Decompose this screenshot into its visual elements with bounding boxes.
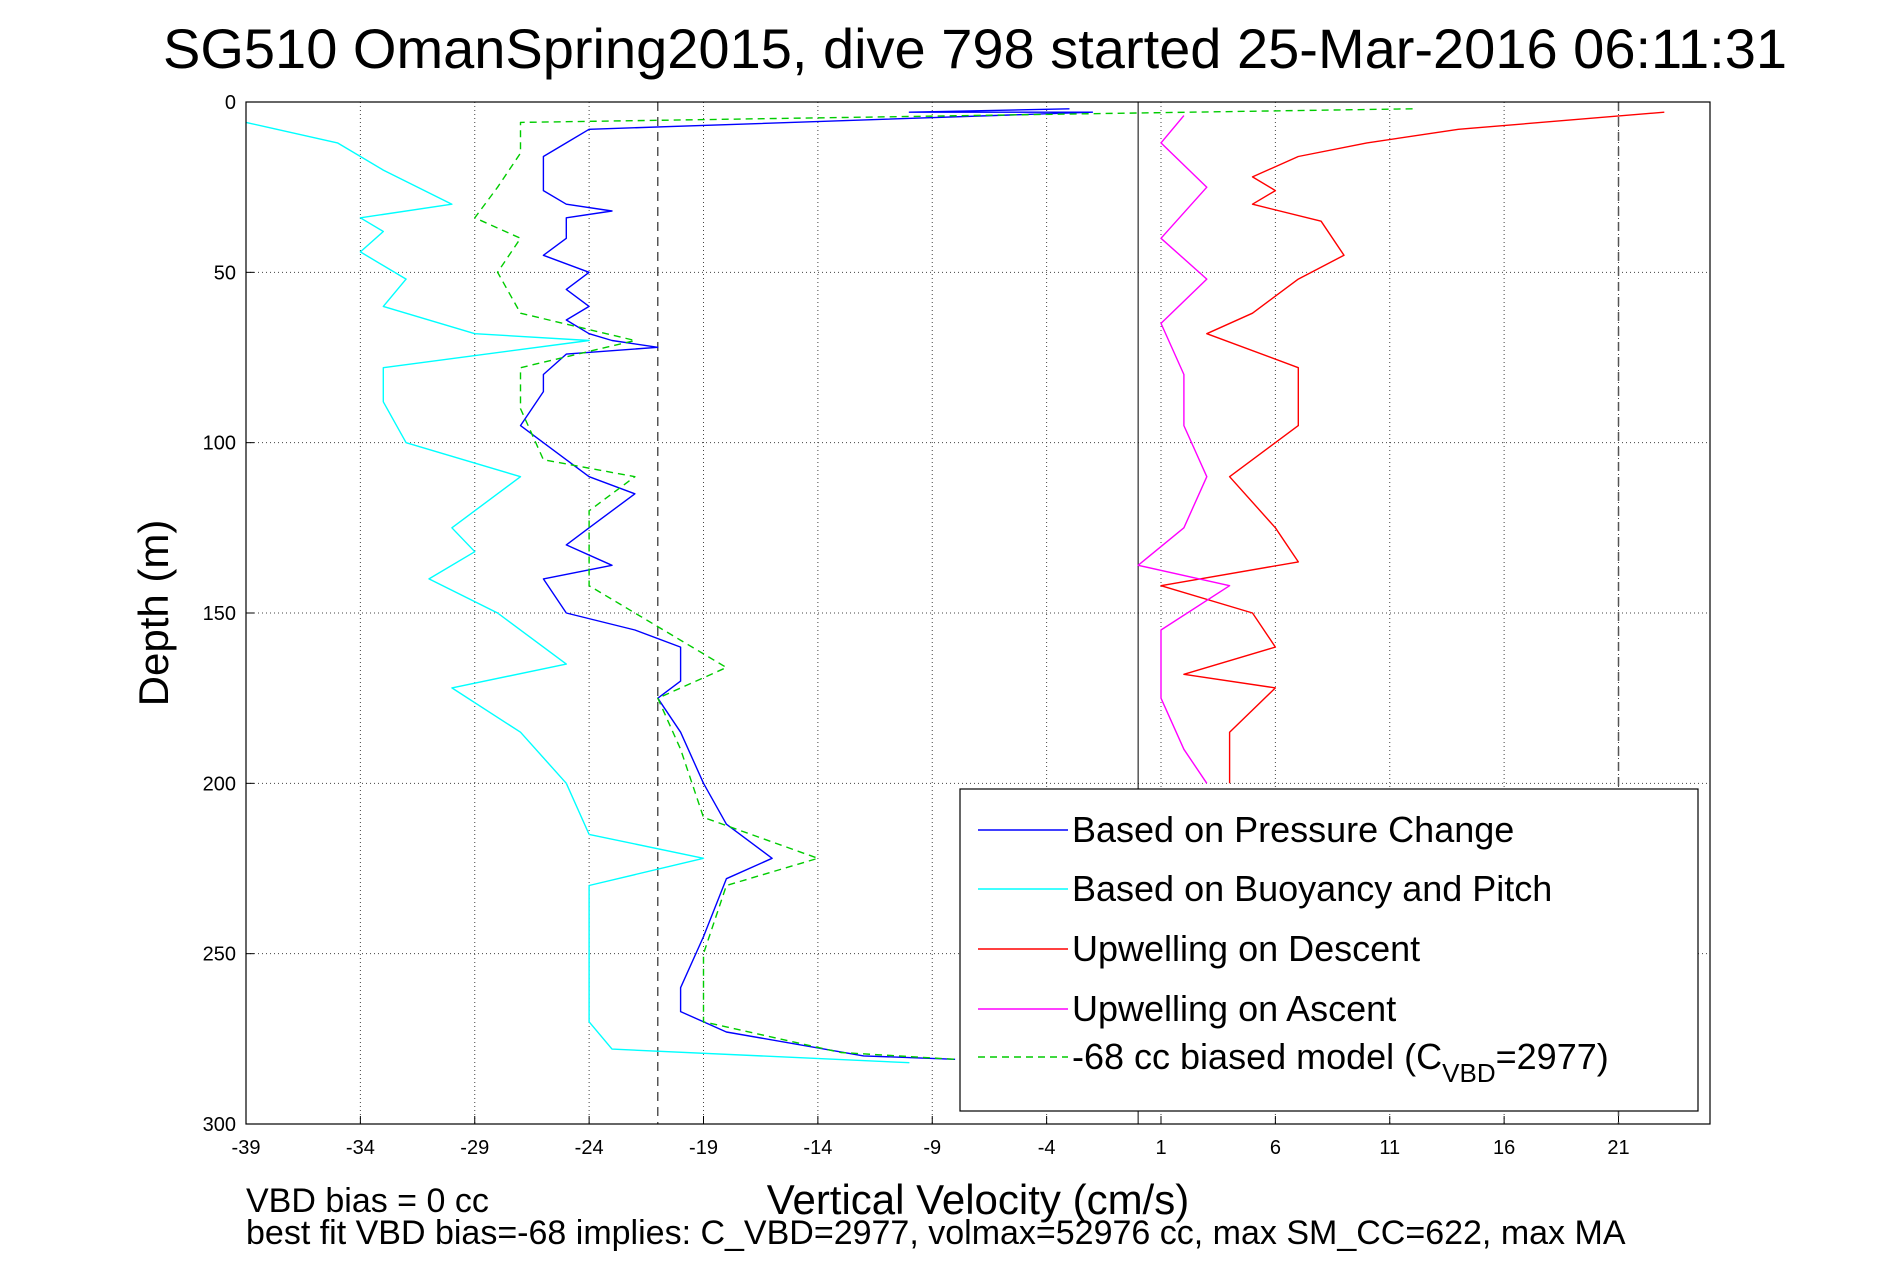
plot-frame [245, 101, 1711, 1125]
legend-label-1: Based on Pressure Change [1072, 809, 1514, 850]
legend-box [959, 788, 1699, 1112]
series-line-2 [245, 121, 910, 1064]
x-tick-label: 6 [1270, 1137, 1281, 1159]
x-tick-label: -4 [1038, 1137, 1056, 1159]
chart-title: SG510 OmanSpring2015, dive 798 started 2… [163, 17, 1787, 80]
legend-label-4: Upwelling on Ascent [1072, 988, 1396, 1029]
x-tick-label: -24 [575, 1137, 604, 1159]
x-axis-label: Vertical Velocity (cm/s) [767, 1176, 1189, 1223]
series-line-3 [1160, 111, 1665, 784]
legend-label-suffix: =2977) [1496, 1036, 1609, 1077]
x-tick-label: -14 [803, 1137, 832, 1159]
x-tick-label: 21 [1607, 1137, 1629, 1159]
legend-label-prefix: -68 cc biased model (C [1072, 1036, 1442, 1077]
y-tick-label: 0 [225, 92, 236, 114]
series-line-4 [1137, 115, 1231, 784]
x-tick-label: -19 [689, 1137, 718, 1159]
series-line-5 [474, 108, 1413, 1060]
x-tick-label: -39 [232, 1137, 261, 1159]
x-tick-label: 1 [1155, 1137, 1166, 1159]
x-tick-label: 11 [1379, 1137, 1400, 1159]
legend-label-5: -68 cc biased model (CVBD=2977) [1072, 1036, 1609, 1088]
legend-label-subscript: VBD [1442, 1058, 1495, 1088]
y-tick-label: 300 [203, 1114, 236, 1136]
x-tick-label: -29 [460, 1137, 489, 1159]
series-group [245, 108, 1665, 1064]
x-tick-label: -9 [923, 1137, 941, 1159]
legend: Based on Pressure Change Based on Buoyanc… [959, 788, 1699, 1112]
y-tick-labels: 0 50 100 150 200 250 300 [203, 92, 236, 1136]
y-tick-label: 150 [203, 603, 236, 625]
y-tick-label: 200 [203, 773, 236, 795]
series-line-1 [519, 108, 1094, 1060]
legend-label-3: Upwelling on Descent [1072, 928, 1420, 969]
x-tick-labels: -39 -34 -29 -24 -19 -14 -9 -4 1 6 11 16 21 [232, 1137, 1630, 1159]
footer-best-fit: best fit VBD bias=-68 implies: C_VBD=297… [246, 1214, 1626, 1252]
y-tick-label: 100 [203, 433, 236, 455]
y-axis-label: Depth (m) [130, 520, 177, 707]
legend-label-2: Based on Buoyancy and Pitch [1072, 868, 1552, 909]
y-tick-label: 250 [203, 944, 236, 966]
footer-vbd-bias: VBD bias = 0 cc [246, 1182, 489, 1220]
x-tick-label: 16 [1493, 1137, 1515, 1159]
y-tick-label: 50 [214, 262, 236, 284]
x-tick-label: -34 [346, 1137, 375, 1159]
